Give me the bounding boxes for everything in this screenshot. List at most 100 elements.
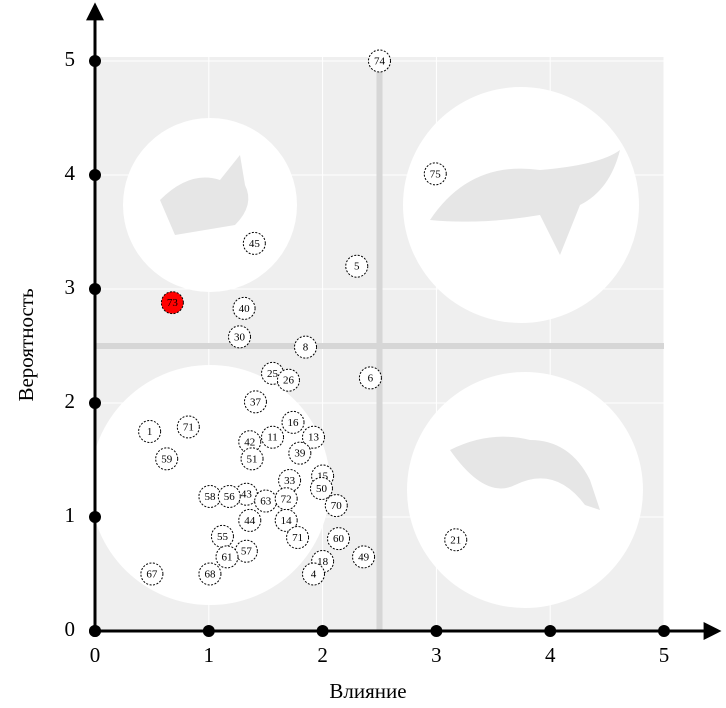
x-tick-label: 1 [204, 643, 215, 667]
point-label: 14 [281, 515, 293, 527]
point-label: 73 [167, 297, 179, 309]
silhouette [430, 150, 620, 255]
risk-point [254, 489, 278, 513]
point-label: 25 [267, 368, 279, 380]
risk-point [160, 291, 184, 315]
point-label: 68 [204, 569, 216, 581]
risk-point [217, 484, 241, 508]
x-tick-label: 4 [545, 643, 556, 667]
point-label: 61 [222, 551, 233, 563]
risk-point [261, 425, 285, 449]
point-label: 72 [281, 493, 292, 505]
y-tick-label: 2 [65, 389, 76, 413]
risk-point [278, 469, 302, 493]
risk-point [210, 524, 234, 548]
point-label: 18 [317, 556, 329, 568]
risk-point [358, 366, 382, 390]
risk-point [238, 508, 262, 532]
risk-point [243, 390, 267, 414]
point-label: 45 [249, 238, 261, 250]
silhouette [160, 155, 249, 235]
risk-point [327, 527, 351, 551]
point-label: 71 [292, 532, 303, 544]
point-label: 37 [250, 396, 262, 408]
point-label: 50 [316, 483, 328, 495]
x-tick-label: 5 [659, 643, 670, 667]
point-label: 43 [241, 489, 253, 501]
point-label: 56 [224, 491, 236, 503]
risk-point [324, 494, 348, 518]
point-label: 4 [311, 569, 317, 581]
risk-point [274, 508, 298, 532]
point-label: 49 [358, 551, 370, 563]
point-label: 6 [368, 372, 374, 384]
point-label: 11 [267, 432, 278, 444]
y-tick-label: 3 [65, 275, 76, 299]
risk-point [228, 325, 252, 349]
risk-point [352, 545, 376, 569]
point-label: 70 [331, 500, 343, 512]
point-label: 71 [183, 421, 194, 433]
point-label: 67 [146, 569, 158, 581]
risk-point [242, 231, 266, 255]
y-axis-title: Вероятность [14, 288, 38, 401]
risk-point [345, 254, 369, 278]
point-label: 5 [354, 261, 360, 273]
risk-point [140, 562, 164, 586]
point-label: 39 [294, 448, 306, 460]
point-label: 8 [303, 342, 309, 354]
risk-point [138, 420, 162, 443]
risk-point [368, 49, 391, 73]
risk-point [215, 545, 239, 569]
point-label: 21 [450, 534, 461, 546]
point-label: 55 [217, 531, 229, 543]
risk-point [423, 162, 447, 186]
point-label: 58 [204, 491, 216, 503]
risk-point [234, 539, 258, 563]
point-label: 15 [317, 470, 329, 482]
point-label: 51 [247, 453, 258, 465]
risk-point [301, 425, 325, 449]
point-label: 44 [244, 515, 256, 527]
risk-point [198, 562, 222, 586]
point-label: 42 [244, 436, 255, 448]
risk-point [444, 528, 468, 552]
risk-point [238, 430, 262, 454]
risk-point [288, 441, 312, 465]
silhouette [450, 436, 600, 510]
y-tick-label: 4 [65, 161, 76, 185]
point-label: 75 [430, 168, 442, 180]
x-tick-label: 3 [431, 643, 442, 667]
y-tick-label: 0 [65, 617, 76, 641]
risk-point [281, 410, 305, 434]
risk-point [232, 296, 256, 320]
risk-point [155, 447, 179, 471]
point-label: 60 [333, 533, 345, 545]
risk-point [286, 526, 310, 550]
point-label: 63 [260, 496, 272, 508]
point-label: 40 [239, 303, 251, 315]
point-label: 13 [308, 432, 320, 444]
point-label: 33 [284, 475, 296, 487]
risk-point [176, 415, 200, 439]
risk-point [309, 477, 333, 500]
risk-point [276, 368, 300, 392]
point-label: 30 [234, 331, 246, 343]
point-label: 26 [283, 375, 295, 387]
point-label: 1 [147, 426, 153, 438]
risk-point [240, 447, 264, 471]
risk-point [294, 335, 318, 359]
point-label: 57 [241, 546, 253, 558]
y-tick-label: 1 [65, 503, 76, 527]
point-label: 16 [288, 417, 300, 429]
point-label: 74 [374, 56, 386, 68]
risk-point [274, 487, 298, 511]
quadrant-decor [407, 372, 643, 608]
point-label: 59 [161, 453, 173, 465]
x-tick-label: 0 [90, 643, 101, 667]
x-tick-label: 2 [317, 643, 328, 667]
x-axis-title: Влияние [329, 679, 406, 703]
risk-point [301, 562, 325, 586]
y-tick-label: 5 [65, 47, 76, 71]
